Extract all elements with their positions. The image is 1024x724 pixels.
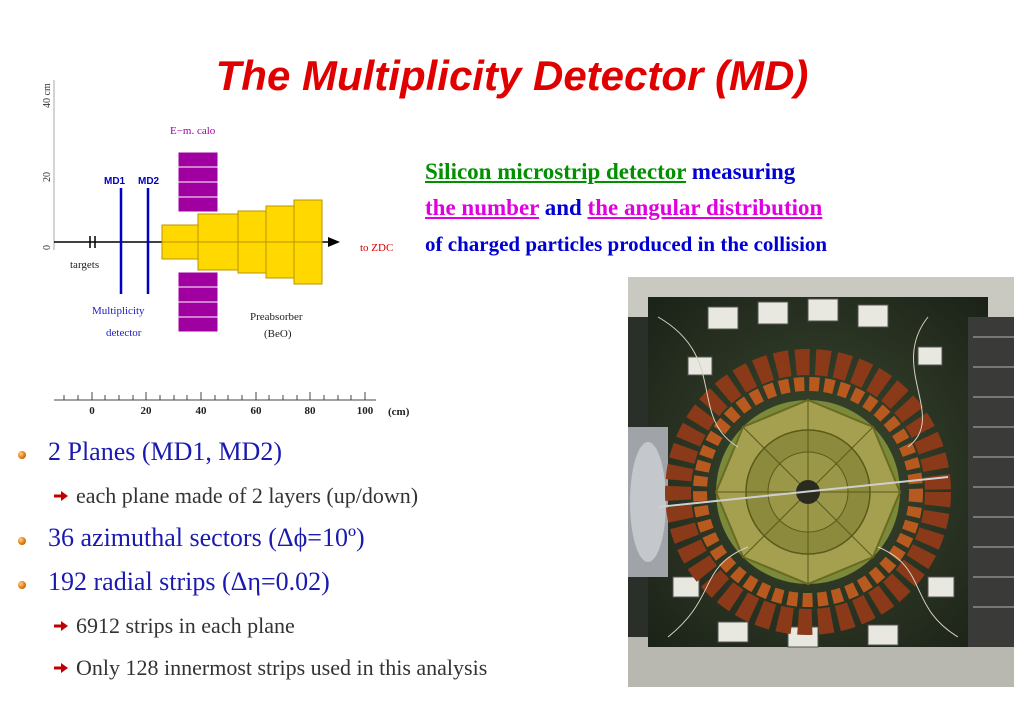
highlight-silicon-detector: Silicon microstrip detector [425, 159, 687, 184]
list-item: 36 azimuthal sectors (Δϕ=10º) [14, 518, 487, 562]
x-tick-20: 20 [141, 405, 153, 417]
label-preabsorber: Preabsorber [250, 311, 303, 323]
x-tick-80: 80 [305, 405, 317, 417]
label-md1: MD1 [104, 176, 126, 187]
x-tick-100: 100 [357, 405, 374, 417]
bullet-arrow-icon [54, 491, 68, 501]
highlight-number: the number [425, 195, 539, 220]
x-axis-unit: (cm) [388, 406, 410, 418]
list-item: 6912 strips in each plane [14, 606, 487, 648]
label-md2: MD2 [138, 176, 160, 187]
text-and: and [538, 195, 588, 220]
list-item: 192 radial strips (Δη=0.02) [14, 562, 487, 606]
list-item-text: 6912 strips in each plane [76, 613, 295, 638]
x-tick-60: 60 [251, 405, 263, 417]
label-multiplicity: Multiplicity [92, 305, 145, 317]
list-item: Only 128 innermost strips used in this a… [14, 648, 487, 690]
label-to-zdc: to ZDC [360, 242, 393, 254]
beam-arrow [328, 237, 340, 247]
slide-title: The Multiplicity Detector (MD) [215, 52, 809, 99]
label-em-calo: E−m. calo [170, 125, 216, 137]
detector-photo [628, 277, 1014, 687]
list-item-text: each plane made of 2 layers (up/down) [76, 483, 419, 508]
preabsorber [161, 199, 323, 285]
list-item: 2 Planes (MD1, MD2) [14, 432, 487, 476]
bullet-dot-icon [18, 581, 26, 589]
highlight-angular-distribution: the angular distribution [587, 195, 823, 220]
list-item-text: 36 azimuthal sectors (Δϕ=10º) [48, 523, 365, 552]
feature-list: 2 Planes (MD1, MD2) each plane made of 2… [14, 432, 487, 690]
y-tick-40: 40 cm [42, 83, 53, 108]
description-line-2: the number and the angular distribution [425, 190, 1015, 226]
description-line-1: Silicon microstrip detector measuring [425, 154, 1015, 190]
detector-layout-diagram: 40 cm 20 0 targets MD1 MD2 Multiplicity … [42, 80, 410, 418]
x-tick-0: 0 [89, 405, 95, 417]
bullet-arrow-icon [54, 663, 68, 673]
list-item: each plane made of 2 layers (up/down) [14, 476, 487, 518]
detector-description: Silicon microstrip detector measuring th… [425, 154, 1015, 262]
label-detector: detector [106, 327, 142, 339]
list-item-text: 2 Planes (MD1, MD2) [48, 437, 282, 466]
bullet-dot-icon [18, 451, 26, 459]
y-tick-0: 0 [42, 245, 53, 250]
x-tick-40: 40 [196, 405, 208, 417]
list-item-text: 192 radial strips (Δη=0.02) [48, 567, 330, 596]
bullet-dot-icon [18, 537, 26, 545]
em-calo-lower [177, 271, 219, 333]
text-measuring: measuring [686, 159, 796, 184]
label-targets: targets [70, 259, 99, 271]
bullet-arrow-icon [54, 621, 68, 631]
list-item-text: Only 128 innermost strips used in this a… [76, 655, 488, 680]
description-line-3: of charged particles produced in the col… [425, 232, 828, 256]
y-tick-20: 20 [42, 172, 53, 182]
label-beo: (BeO) [264, 328, 292, 340]
em-calo-upper [177, 151, 219, 213]
